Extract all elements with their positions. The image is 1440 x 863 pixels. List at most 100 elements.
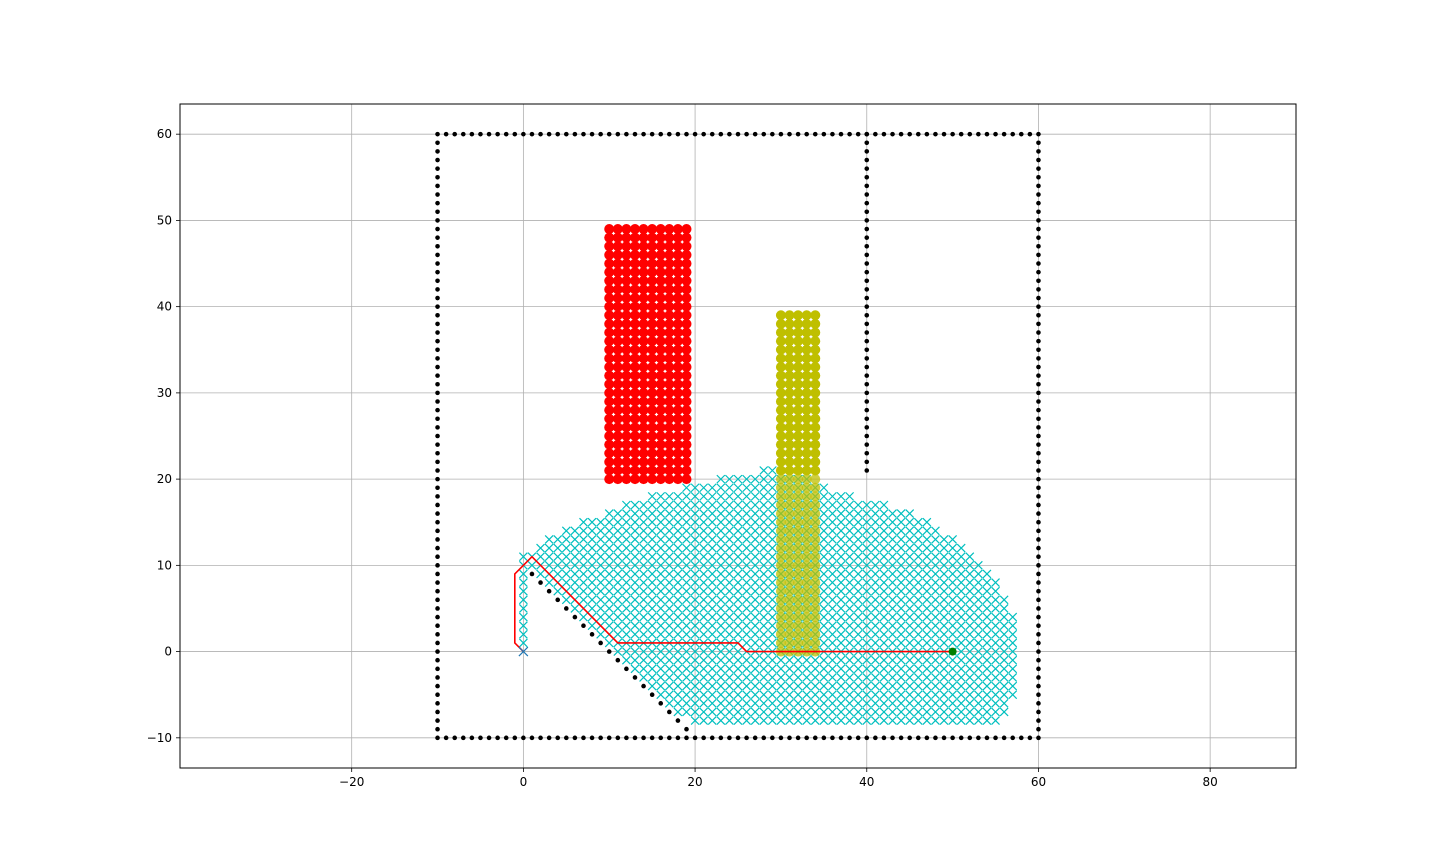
obstacle-point bbox=[435, 537, 440, 542]
obstacle-point bbox=[701, 132, 706, 137]
red-zone-point bbox=[656, 431, 666, 441]
red-zone-point bbox=[681, 422, 691, 432]
yellow-zone-point bbox=[793, 638, 803, 648]
obstacle-point bbox=[1036, 434, 1041, 439]
obstacle-point bbox=[435, 296, 440, 301]
obstacle-point bbox=[1036, 382, 1041, 387]
yellow-zone-point bbox=[776, 319, 786, 329]
yellow-zone-point bbox=[810, 405, 820, 415]
obstacle-point bbox=[864, 166, 869, 171]
red-zone-point bbox=[673, 250, 683, 260]
red-zone-point bbox=[639, 241, 649, 251]
obstacle-point bbox=[435, 322, 440, 327]
yellow-zone-point bbox=[793, 448, 803, 458]
red-zone-point bbox=[639, 233, 649, 243]
yellow-zone-point bbox=[793, 457, 803, 467]
obstacle-point bbox=[830, 736, 835, 741]
yellow-zone-point bbox=[810, 560, 820, 570]
obstacle-point bbox=[641, 684, 646, 689]
red-zone-point bbox=[604, 302, 614, 312]
yellow-zone-point bbox=[785, 595, 795, 605]
red-zone-point bbox=[673, 474, 683, 484]
red-zone-point bbox=[681, 233, 691, 243]
red-zone-point bbox=[647, 259, 657, 269]
obstacle-point bbox=[650, 132, 655, 137]
obstacle-point bbox=[925, 736, 930, 741]
obstacle-point bbox=[435, 658, 440, 663]
obstacle-point bbox=[1036, 580, 1041, 585]
obstacle-point bbox=[864, 287, 869, 292]
yellow-zone-point bbox=[776, 474, 786, 484]
obstacle-point bbox=[435, 261, 440, 266]
obstacle-point bbox=[779, 736, 784, 741]
yellow-zone-point bbox=[802, 397, 812, 407]
obstacle-point bbox=[1036, 485, 1041, 490]
red-zone-point bbox=[656, 397, 666, 407]
y-tick-label: 50 bbox=[157, 213, 172, 227]
obstacle-point bbox=[1036, 442, 1041, 447]
yellow-zone-point bbox=[802, 569, 812, 579]
obstacle-point bbox=[641, 132, 646, 137]
obstacle-point bbox=[495, 736, 500, 741]
obstacle-point bbox=[1036, 520, 1041, 525]
obstacle-point bbox=[813, 736, 818, 741]
yellow-zone-point bbox=[802, 362, 812, 372]
red-zone-point bbox=[681, 353, 691, 363]
y-tick-label: 0 bbox=[164, 645, 172, 659]
obstacle-point bbox=[667, 132, 672, 137]
red-zone-point bbox=[664, 440, 674, 450]
obstacle-point bbox=[435, 184, 440, 189]
obstacle-point bbox=[753, 736, 758, 741]
obstacle-point bbox=[864, 408, 869, 413]
red-zone-point bbox=[621, 414, 631, 424]
red-zone-point bbox=[681, 431, 691, 441]
red-zone-point bbox=[604, 405, 614, 415]
obstacle-point bbox=[598, 641, 603, 646]
red-zone-point bbox=[647, 388, 657, 398]
obstacle-point bbox=[564, 132, 569, 137]
yellow-zone-point bbox=[785, 612, 795, 622]
red-zone-point bbox=[673, 397, 683, 407]
red-zone-point bbox=[639, 405, 649, 415]
yellow-zone-point bbox=[785, 414, 795, 424]
obstacle-point bbox=[950, 736, 955, 741]
red-zone-point bbox=[613, 250, 623, 260]
obstacle-point bbox=[1010, 132, 1015, 137]
obstacle-point bbox=[873, 736, 878, 741]
yellow-zone-point bbox=[793, 526, 803, 536]
x-tick-label: 80 bbox=[1203, 775, 1218, 789]
obstacle-point bbox=[684, 736, 689, 741]
red-zone-point bbox=[647, 448, 657, 458]
obstacle-point bbox=[547, 589, 552, 594]
obstacle-point bbox=[916, 132, 921, 137]
red-zone-point bbox=[639, 224, 649, 234]
red-zone-point bbox=[664, 302, 674, 312]
red-zone-point bbox=[647, 276, 657, 286]
red-zone-point bbox=[656, 362, 666, 372]
obstacle-point bbox=[959, 736, 964, 741]
obstacle-point bbox=[658, 736, 663, 741]
obstacle-point bbox=[890, 132, 895, 137]
red-zone-point bbox=[630, 440, 640, 450]
red-zone-point bbox=[681, 345, 691, 355]
obstacle-point bbox=[1036, 606, 1041, 611]
yellow-zone-point bbox=[802, 612, 812, 622]
red-zone-point bbox=[613, 233, 623, 243]
yellow-zone-point bbox=[802, 422, 812, 432]
yellow-zone-point bbox=[802, 621, 812, 631]
red-zone-point bbox=[604, 267, 614, 277]
yellow-zone-point bbox=[810, 465, 820, 475]
red-zone-point bbox=[630, 328, 640, 338]
red-zone-point bbox=[613, 465, 623, 475]
obstacle-point bbox=[864, 244, 869, 249]
red-zone-point bbox=[604, 250, 614, 260]
red-zone-point bbox=[639, 465, 649, 475]
red-zone-point bbox=[664, 336, 674, 346]
red-zone-point bbox=[656, 259, 666, 269]
yellow-zone-point bbox=[785, 629, 795, 639]
red-zone-point bbox=[647, 336, 657, 346]
obstacle-point bbox=[830, 132, 835, 137]
red-zone-point bbox=[664, 422, 674, 432]
obstacle-point bbox=[1036, 175, 1041, 180]
yellow-zone-point bbox=[785, 371, 795, 381]
